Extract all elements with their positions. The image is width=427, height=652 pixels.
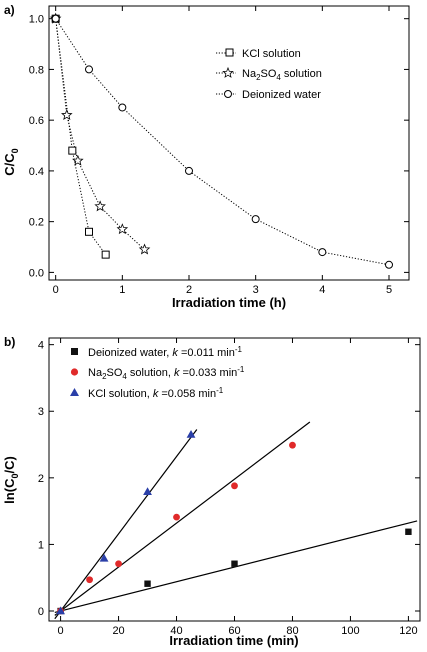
data-point-circle (251, 215, 260, 224)
panel-a-ticks: 0 1 2 3 4 5 0.0 0.2 0.4 0.6 0.8 1.0 (29, 6, 409, 296)
panel-b: b) ln(C0/C) Irradiation time (min) 0 20 40… (2, 335, 421, 648)
data-point-square (101, 250, 110, 259)
panel-a: a) C/C0 Irradiation time (h) 0 1 2 3 4 5 0.0 0.… (2, 3, 410, 310)
data-point-circle (51, 14, 60, 23)
panel-a-xlabel: Irradiation time (h) (172, 295, 286, 310)
x-tick-label-a: 3 (253, 284, 259, 296)
data-point-star (61, 109, 73, 121)
data-point-square (68, 146, 77, 155)
legend-label-na2so4-b: Na2SO4 solution, k =0.033 min-1 (88, 365, 245, 381)
curve-star (55, 18, 145, 250)
legend-marker-na2so4 (222, 66, 234, 78)
data-point-circle (85, 65, 93, 74)
data-point-circle (318, 248, 327, 257)
panel-b-fit-lines (54, 421, 418, 620)
legend-label-water: Deionized water (242, 89, 321, 101)
y-tick-label-b: 2 (38, 473, 44, 485)
y-tick-label-a: 0.6 (29, 115, 44, 127)
x-tick-label-a: 5 (386, 284, 392, 296)
data-point-triangle-b (186, 429, 196, 438)
data-point-square-b (144, 580, 151, 587)
data-point-circle-b (173, 513, 180, 521)
x-tick-label-b: 40 (170, 625, 182, 637)
panel-b-xlabel: Irradiation time (min) (169, 633, 298, 648)
legend-label-water-b: Deionized water, k =0.011 min-1 (88, 345, 243, 359)
data-point-star (72, 154, 84, 166)
y-tick-label-b: 1 (38, 539, 44, 551)
legend-label-kcl: KCl solution (242, 48, 301, 60)
legend-label-kcl-b: KCl solution, k =0.058 min-1 (88, 386, 224, 400)
data-point-circle (385, 260, 393, 269)
data-point-square (85, 227, 93, 236)
panel-a-points (49, 12, 393, 269)
data-point-star (116, 223, 129, 235)
y-tick-label-a: 0.2 (29, 217, 44, 229)
legend-marker-kcl (225, 48, 234, 57)
panel-a-ylabel: C/C0 (2, 148, 20, 175)
x-tick-label-b: 80 (286, 625, 298, 637)
fit-line-circle (54, 421, 311, 616)
panel-b-ylabel: ln(C0/C) (2, 456, 20, 504)
y-tick-label-a: 0.0 (29, 267, 44, 279)
curve-circle (55, 18, 390, 266)
data-point-circle-b (289, 441, 296, 449)
panel-b-label: b) (4, 335, 15, 349)
x-tick-label-b: 20 (112, 625, 124, 637)
y-tick-label-a: 0.4 (29, 166, 44, 178)
legend-label-na2so4: Na2SO4 solution (242, 68, 322, 82)
x-tick-label-a: 4 (319, 284, 325, 296)
data-point-star (94, 200, 106, 212)
panel-a-plot-frame (48, 5, 410, 281)
legend-marker-na2so4-b (70, 368, 79, 376)
legend-marker-kcl-b (70, 388, 79, 396)
y-tick-label-a: 1.0 (29, 14, 44, 26)
panel-a-curves (55, 18, 390, 266)
legend-marker-water-b (71, 348, 78, 355)
data-point-star (138, 243, 151, 255)
y-tick-label-b: 3 (38, 406, 44, 418)
data-point-square-b (231, 560, 238, 567)
curve-square (55, 18, 107, 255)
legend-marker-water (224, 90, 232, 98)
x-tick-label-a: 1 (119, 284, 125, 296)
panel-b-ticks: 0 20 40 60 80 100 120 0 1 2 3 4 (38, 338, 420, 637)
data-point-triangle-b (56, 606, 65, 615)
data-point-circle-b (86, 576, 93, 584)
x-tick-label-b: 100 (341, 625, 359, 637)
panel-b-legend: Deionized water, k =0.011 min-1 Na2SO4 s… (70, 345, 245, 400)
data-point-circle (118, 103, 127, 112)
panel-b-points (56, 429, 412, 615)
x-tick-label-a: 0 (53, 284, 59, 296)
panel-a-label: a) (4, 3, 15, 17)
data-point-square-b (405, 528, 412, 535)
fit-line-triangle (54, 429, 198, 620)
data-point-circle-b (231, 482, 238, 490)
panel-a-legend: KCl solution Na2SO4 solution Deionized w… (216, 48, 322, 101)
x-tick-label-b: 0 (58, 625, 64, 637)
x-tick-label-b: 120 (399, 625, 417, 637)
y-tick-label-b: 4 (38, 340, 44, 352)
data-point-circle-b (115, 560, 122, 568)
data-point-circle (185, 166, 193, 175)
x-tick-label-b: 60 (228, 625, 240, 637)
y-tick-label-a: 0.8 (29, 64, 44, 76)
y-tick-label-b: 0 (38, 606, 44, 618)
x-tick-label-a: 2 (186, 284, 192, 296)
data-point-triangle-b (99, 553, 109, 562)
data-point-triangle-b (143, 487, 152, 496)
